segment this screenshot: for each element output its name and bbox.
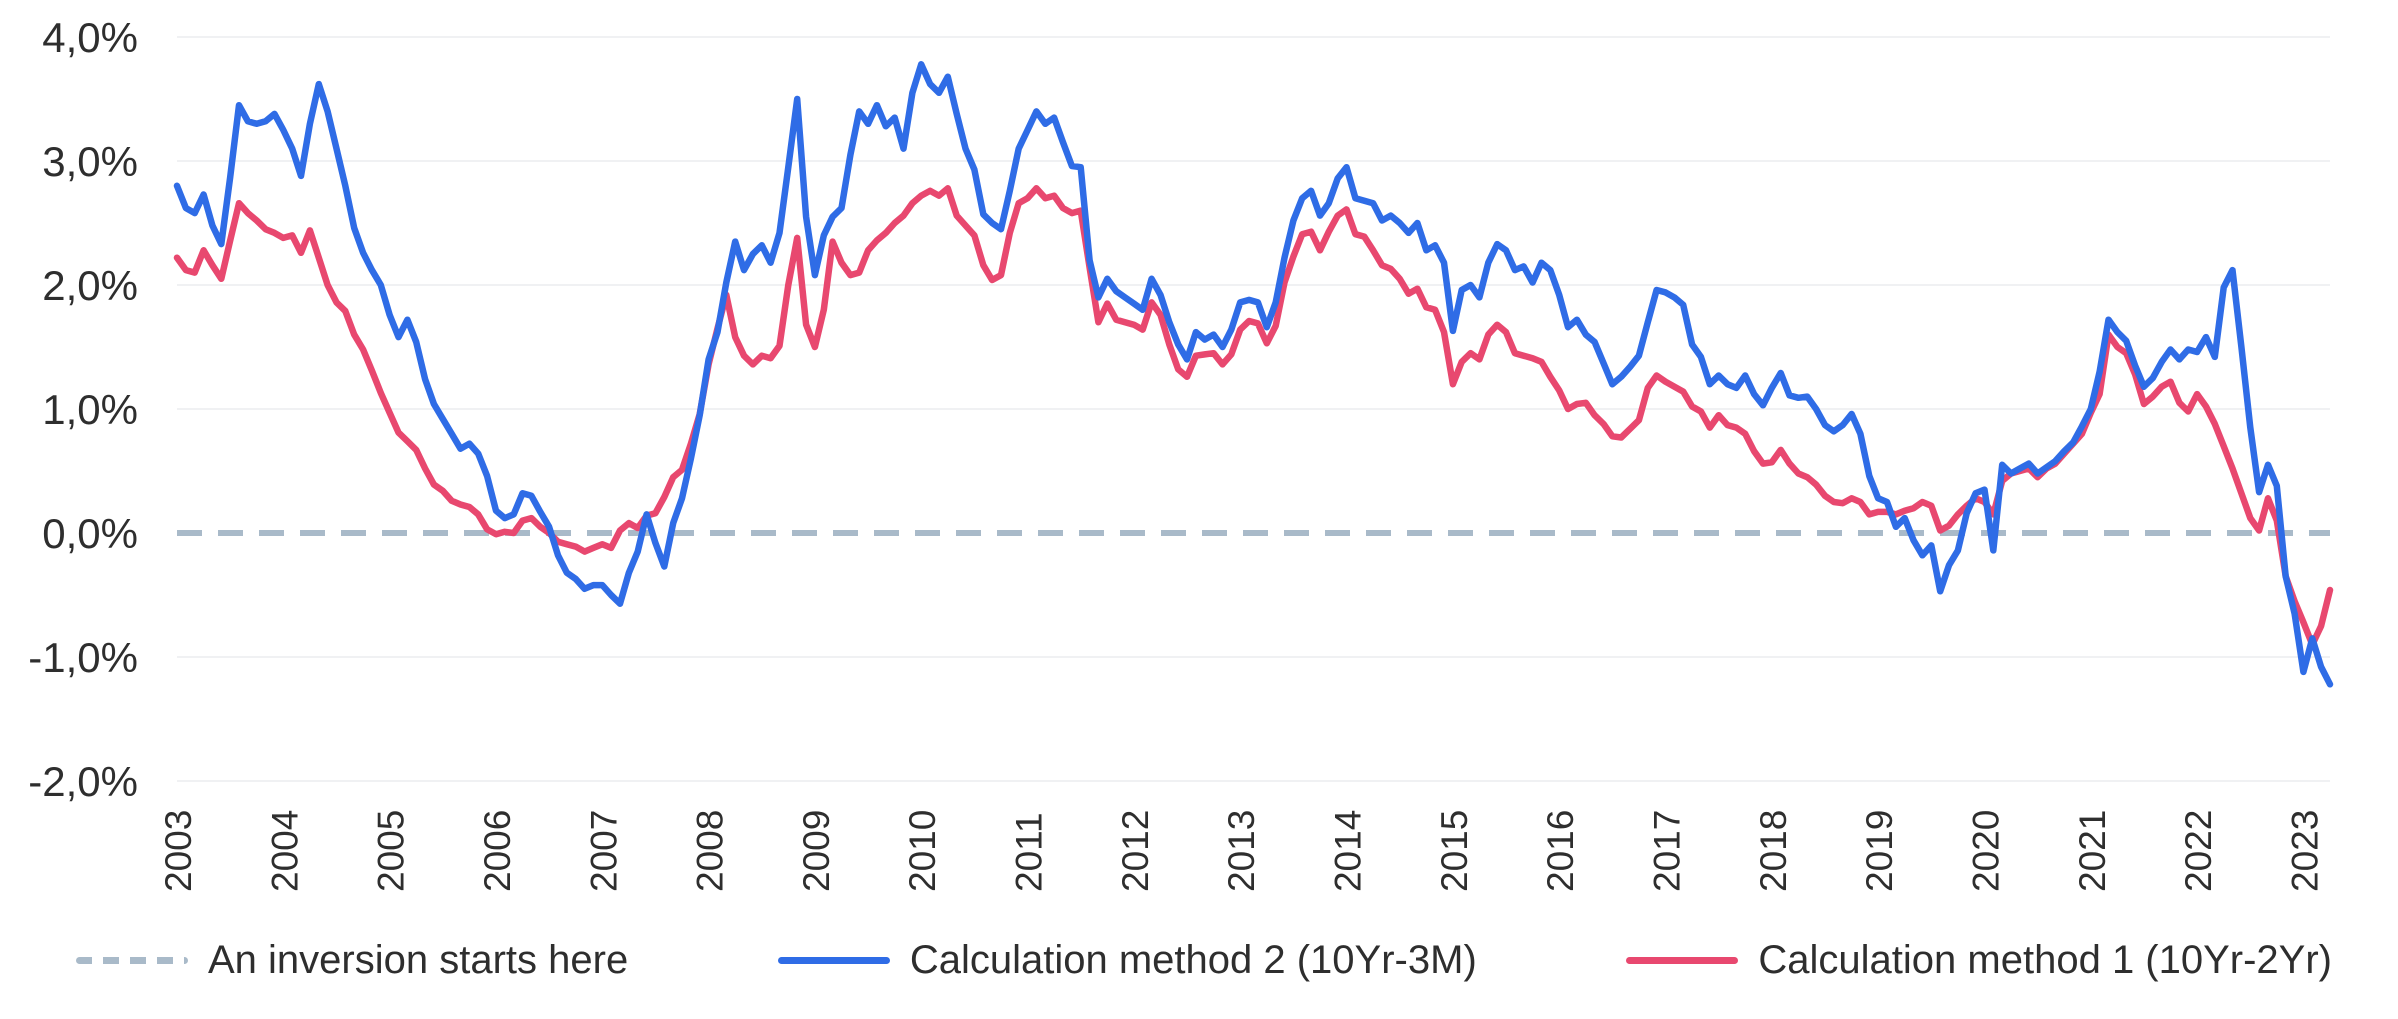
x-axis-tick-label: 2020 [1965,810,2006,892]
y-axis-tick-label: 4,0% [42,14,138,61]
legend-label-inversion: An inversion starts here [208,938,629,982]
x-axis-tick-label: 2004 [264,810,305,892]
y-axis-tick-label: -1,0% [28,634,138,681]
x-axis-tick-label: 2014 [1328,810,1369,892]
y-axis-tick-label: 3,0% [42,138,138,185]
x-axis-tick-label: 2011 [1009,812,1050,892]
x-axis-tick-label: 2022 [2178,810,2219,892]
x-axis-tick-label: 2006 [477,810,518,892]
plot-area: 4,0% 3,0% 2,0% 1,0% 0,0% -1,0% -2,0% 2003 2004 20… [28,14,2334,892]
legend-item-method-1[interactable]: Calculation method 1 (10Yr-2Yr) [1626,938,2332,983]
blue-line-swatch-icon [777,957,890,964]
x-axis-tick-label: 2015 [1434,810,1475,892]
y-axis-tick-label: -2,0% [28,758,138,805]
x-axis-tick-label: 2005 [371,810,412,892]
x-axis-tick-label: 2017 [1646,810,1687,892]
pink-line-swatch-icon [1626,957,1739,964]
x-axis-tick-label: 2021 [2072,810,2113,892]
y-axis-tick-label: 0,0% [42,510,138,557]
dashed-line-swatch-icon [76,957,188,964]
y-axis-tick-label: 2,0% [42,262,138,309]
series-line-calculation-method-1-10yr-2yr-[interactable] [173,185,2334,648]
legend-label-method-1: Calculation method 1 (10Yr-2Yr) [1758,938,2332,982]
x-axis-tick-label: 2010 [902,810,943,892]
x-axis-tick-label: 2007 [583,810,624,892]
y-axis-tick-label: 1,0% [42,386,138,433]
x-axis-tick-label: 2009 [796,810,837,892]
x-axis-tick-label: 2003 [158,810,199,892]
legend-item-method-2[interactable]: Calculation method 2 (10Yr-3M) [777,938,1477,983]
x-axis-tick-label: 2013 [1221,810,1262,892]
x-axis-tick-label: 2012 [1115,810,1156,892]
x-axis-tick-label: 2019 [1859,810,1900,892]
x-axis-tick-label: 2008 [690,810,731,892]
legend-item-inversion[interactable]: An inversion starts here [76,938,628,983]
legend-label-method-2: Calculation method 2 (10Yr-3M) [909,938,1477,982]
x-axis-tick-label: 2018 [1753,810,1794,892]
legend: An inversion starts here Calculation met… [76,938,2332,983]
x-axis-tick-label: 2023 [2284,810,2325,892]
x-axis-tick-label: 2016 [1540,810,1581,892]
series-line-calculation-method-2-10yr-3m-[interactable] [173,61,2334,688]
